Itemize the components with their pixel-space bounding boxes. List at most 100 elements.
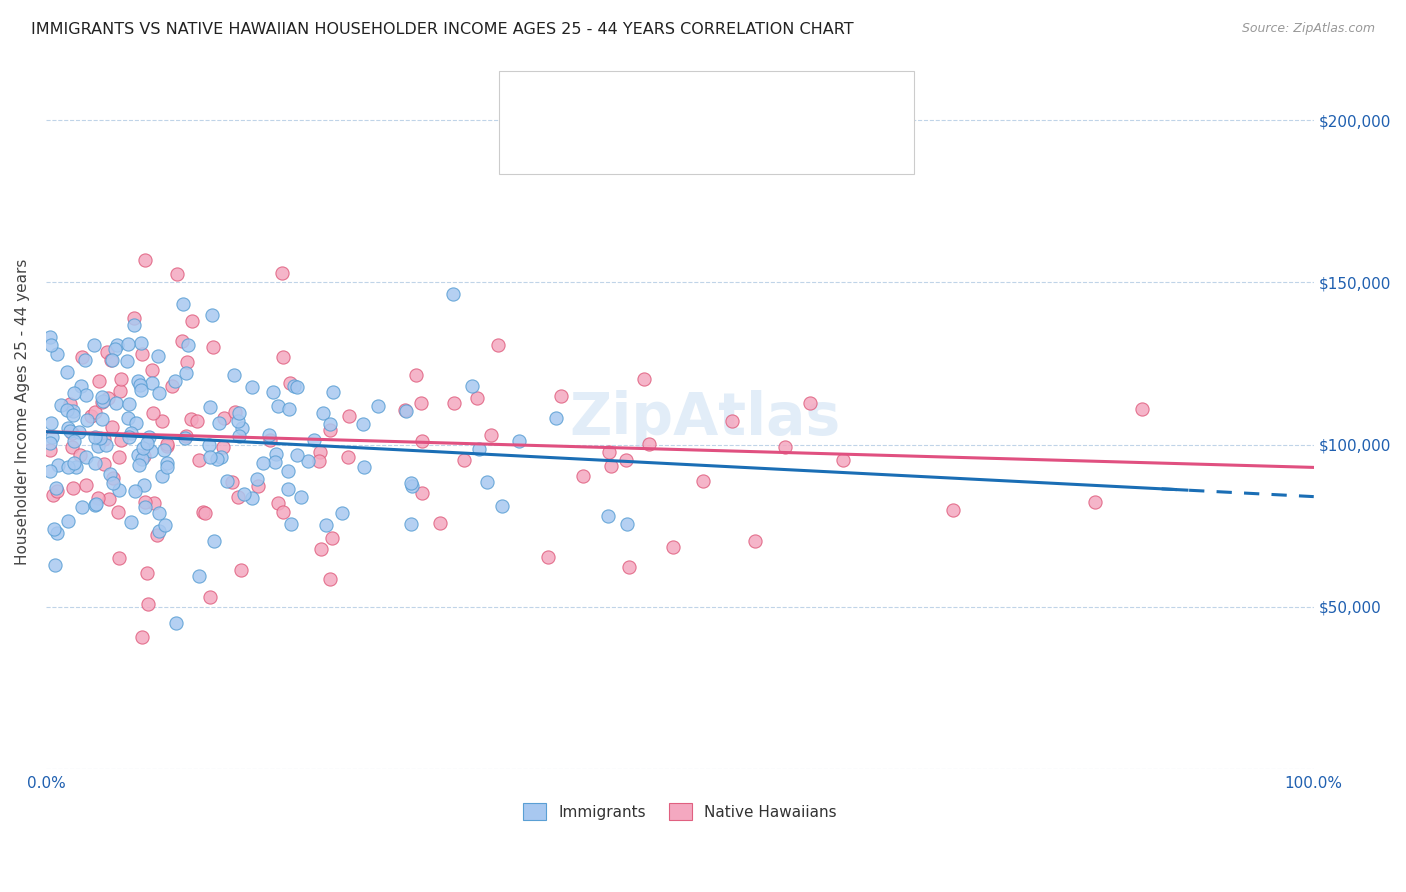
Point (69, 425, 91, 439)
Point (337, 409, 360, 423)
Point (720, 414, 742, 428)
Point (127, 374, 149, 388)
Point (91, 390, 114, 404)
Point (148, 349, 170, 363)
Point (165, 616, 187, 631)
Point (271, 351, 294, 365)
Point (443, 395, 465, 409)
Point (44, 523, 66, 537)
Point (202, 340, 225, 354)
Point (321, 531, 343, 545)
Point (108, 384, 131, 399)
Point (614, 453, 637, 467)
Point (319, 572, 342, 586)
Point (394, 403, 416, 417)
Text: IMMIGRANTS VS NATIVE HAWAIIAN HOUSEHOLDER INCOME AGES 25 - 44 YEARS CORRELATION : IMMIGRANTS VS NATIVE HAWAIIAN HOUSEHOLDE… (31, 22, 853, 37)
Point (231, 420, 253, 434)
Point (337, 450, 360, 464)
Point (131, 451, 153, 466)
Point (91, 394, 114, 409)
Point (156, 460, 179, 475)
Point (308, 454, 330, 468)
Legend: Immigrants, Native Hawaiians: Immigrants, Native Hawaiians (517, 797, 842, 826)
Point (399, 517, 422, 532)
Point (486, 337, 509, 351)
Point (62, 404, 84, 418)
Point (616, 516, 638, 531)
Point (662, 541, 685, 555)
Point (120, 515, 142, 529)
Point (142, 406, 165, 420)
Text: 108: 108 (803, 136, 837, 152)
Point (322, 385, 344, 400)
Point (477, 475, 499, 489)
Point (221, 475, 243, 489)
Point (89, 431, 111, 445)
Point (59, 424, 82, 438)
Point (108, 551, 131, 566)
Point (231, 563, 253, 577)
Point (411, 396, 433, 410)
Point (128, 378, 150, 392)
Point (148, 506, 170, 520)
Point (70, 378, 93, 392)
Point (103, 471, 125, 485)
Point (138, 430, 160, 444)
Point (41, 416, 63, 430)
Point (166, 267, 188, 281)
Point (134, 252, 156, 267)
Point (252, 457, 274, 471)
Point (86, 439, 108, 453)
Point (38, 436, 60, 450)
Point (598, 445, 620, 459)
Point (141, 362, 163, 376)
Point (101, 475, 124, 490)
Point (46, 526, 69, 541)
Point (44, 558, 66, 572)
Point (277, 402, 299, 417)
Point (127, 448, 149, 462)
Point (212, 411, 235, 425)
Point (60, 425, 83, 440)
Point (62, 481, 84, 495)
Point (49, 398, 72, 412)
Point (63, 456, 86, 470)
Point (134, 494, 156, 508)
Point (172, 296, 194, 310)
Point (39, 338, 62, 352)
Point (83, 430, 105, 444)
Point (367, 399, 389, 413)
Point (125, 417, 148, 431)
Point (38, 329, 60, 343)
Text: ZipAtlas: ZipAtlas (569, 390, 841, 447)
Point (277, 482, 299, 496)
Point (150, 414, 173, 428)
FancyBboxPatch shape (515, 128, 567, 160)
Point (411, 434, 433, 449)
Point (246, 473, 269, 487)
Point (208, 416, 231, 430)
Text: R =: R = (586, 92, 621, 107)
Point (84, 456, 107, 470)
Point (93, 433, 115, 447)
Point (172, 334, 194, 348)
Point (45, 347, 67, 361)
Point (278, 376, 301, 391)
Point (201, 308, 224, 322)
Point (429, 516, 451, 530)
Point (319, 423, 342, 437)
Point (302, 433, 325, 447)
Point (84, 498, 107, 512)
Point (56, 364, 79, 378)
Point (136, 435, 159, 450)
Point (467, 442, 489, 456)
Point (135, 566, 157, 581)
Point (405, 368, 427, 382)
Point (209, 450, 232, 464)
Point (280, 517, 302, 532)
Point (87, 491, 110, 506)
Point (319, 417, 342, 431)
Point (45, 481, 67, 495)
Point (65, 460, 87, 475)
Point (266, 496, 288, 510)
